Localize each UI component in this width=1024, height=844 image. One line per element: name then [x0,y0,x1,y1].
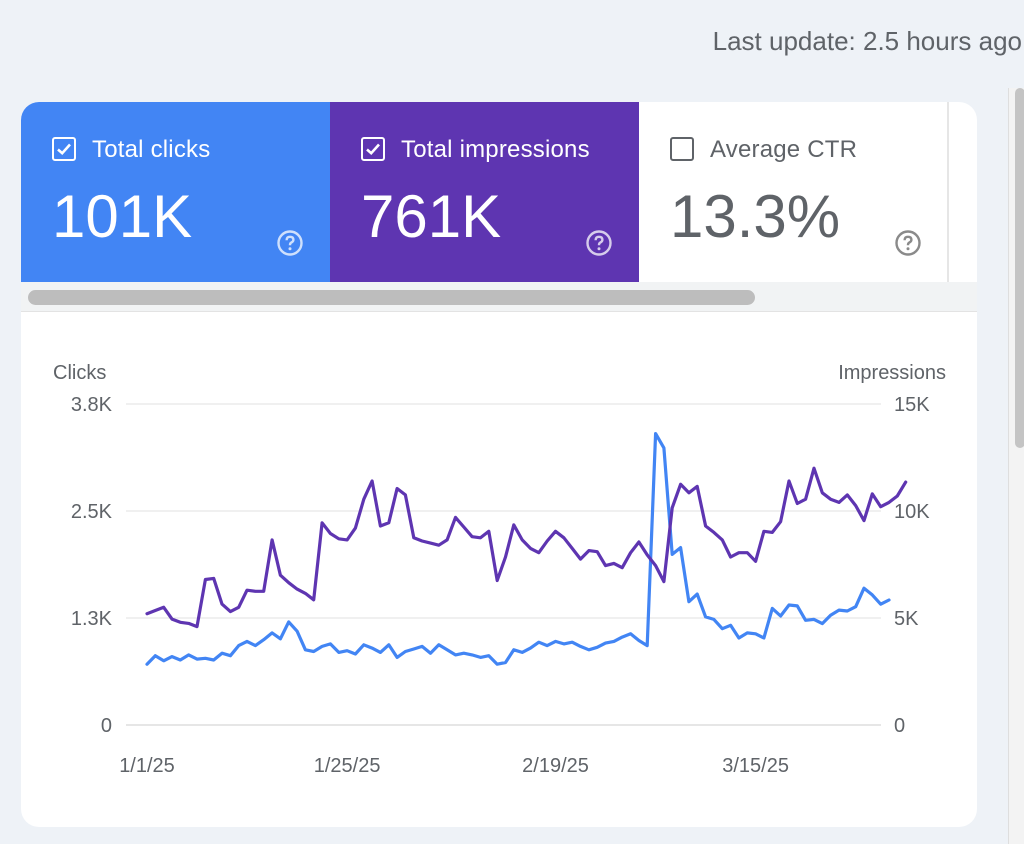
help-circle-icon[interactable] [585,229,613,257]
gridlines [126,403,881,726]
metric-label: Total impressions [401,136,590,163]
series-line-impressions [145,466,908,629]
last-update-label: Last update: 2.5 hours ago [712,26,1022,56]
right-axis-tick-label: 10K [894,501,930,523]
page-scroll-thumb[interactable] [1015,88,1024,448]
axis-ticks: 3.8K 15K 2.5K 10K 1.3K 5K 0 0 1/1/25 1/25/25 2/19/… [71,394,930,777]
page-scrollbar[interactable] [1008,88,1024,844]
metric-divider [947,102,949,282]
horizontal-scrollbar[interactable] [21,282,977,312]
metric-label: Total clicks [92,136,211,163]
left-axis-tick-label: 1.3K [71,608,113,630]
x-axis-tick-label: 1/25/25 [314,755,381,777]
series-line-clicks [145,432,891,666]
x-axis-tick-label: 1/1/25 [119,755,175,777]
metric-label: Average CTR [710,136,858,163]
metric-card-total-clicks[interactable]: Total clicks 101K [21,102,330,282]
performance-chart: Clicks Impressions 3.8K 15K 2.5K 10K 1.3K 5K 0… [53,362,946,777]
metric-value: 13.3% [670,183,841,250]
metric-value: 761K [361,183,502,250]
x-axis-tick-label: 2/19/25 [522,755,589,777]
metric-card-average-ctr[interactable]: Average CTR 13.3% [639,102,947,282]
left-axis-title: Clicks [53,362,106,384]
metric-card-total-impressions[interactable]: Total impressions 761K [330,102,639,282]
checkbox-icon[interactable] [670,137,694,161]
help-circle-icon[interactable] [276,229,304,257]
checkbox-icon[interactable] [52,137,76,161]
left-axis-tick-label: 0 [101,715,112,737]
right-axis-tick-label: 15K [894,394,930,416]
right-axis-title: Impressions [838,362,946,384]
horizontal-scroll-thumb[interactable] [28,290,755,305]
metric-tabs: Total clicks 101K Total impressions 761K… [21,102,977,282]
x-axis-tick-label: 3/15/25 [722,755,789,777]
left-axis-tick-label: 2.5K [71,501,113,523]
checkbox-icon[interactable] [361,137,385,161]
right-axis-tick-label: 5K [894,608,919,630]
metric-value: 101K [52,183,193,250]
right-axis-tick-label: 0 [894,715,905,737]
help-circle-icon[interactable] [894,229,922,257]
performance-card: Total clicks 101K Total impressions 761K… [21,102,977,827]
series-lines [145,432,908,666]
left-axis-tick-label: 3.8K [71,394,113,416]
